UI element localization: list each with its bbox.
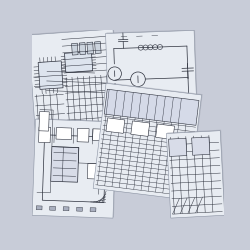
Polygon shape [37,128,42,131]
Polygon shape [76,207,82,211]
Polygon shape [39,112,49,131]
Polygon shape [28,29,120,135]
Polygon shape [56,128,72,140]
Polygon shape [87,163,100,179]
Circle shape [108,67,122,80]
Polygon shape [106,118,125,133]
Polygon shape [36,206,42,210]
Polygon shape [166,131,225,218]
Polygon shape [38,61,63,90]
Polygon shape [77,128,89,142]
Circle shape [131,72,145,86]
Polygon shape [60,126,65,129]
Polygon shape [94,42,101,54]
Polygon shape [192,137,210,155]
Polygon shape [168,138,187,156]
Polygon shape [156,124,174,140]
Polygon shape [87,42,94,54]
Polygon shape [104,89,199,125]
Polygon shape [72,43,78,55]
Polygon shape [167,130,226,217]
Polygon shape [51,147,79,182]
Polygon shape [94,82,203,199]
Polygon shape [79,43,86,54]
Polygon shape [44,127,50,130]
Polygon shape [52,126,57,130]
Polygon shape [90,208,96,212]
Polygon shape [50,206,56,210]
Polygon shape [33,118,117,217]
Polygon shape [93,83,202,200]
Polygon shape [63,207,69,211]
Polygon shape [64,52,93,72]
Polygon shape [92,129,106,141]
Polygon shape [32,119,116,218]
Polygon shape [38,127,51,143]
Polygon shape [106,30,198,113]
Polygon shape [131,121,150,136]
Polygon shape [106,30,197,114]
Polygon shape [30,28,121,134]
